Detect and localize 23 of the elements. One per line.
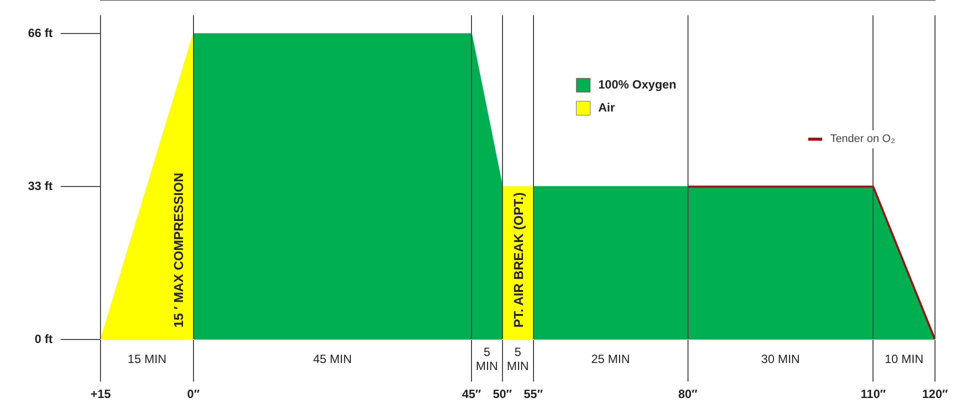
text: 5 MIN [506, 344, 529, 373]
legend-label: Tender on O₂ [830, 133, 896, 146]
x-tick-label: 0″ [187, 387, 200, 402]
x-tick-label: 110″ [860, 387, 886, 402]
text: 25 MIN [591, 352, 630, 366]
annotation: 15 ′ MAX COMPRESSION [170, 172, 186, 328]
legend-label: Air [598, 100, 616, 115]
x-tick-label: 80″ [678, 387, 698, 402]
legend-label: 100% Oxygen [598, 78, 676, 92]
x-tick-label: 45″ [462, 387, 482, 402]
text: 10 MIN [884, 352, 924, 366]
y-tick-label: 66 ft [28, 26, 53, 40]
x-tick-label: 50″ [492, 387, 512, 402]
x-tick-label: 120″ [922, 387, 948, 402]
annotation: PT. AIR BREAK (OPT.) [510, 192, 526, 328]
x-tick-label: 55″ [524, 387, 544, 402]
text: 5 MIN [476, 344, 498, 373]
text: 30 MIN [761, 352, 800, 366]
text: 45 MIN [313, 352, 352, 366]
x-tick-label: +15 [90, 387, 112, 402]
y-tick-label: 33 ft [28, 178, 53, 193]
text: 15 MIN [128, 352, 166, 366]
y-tick-label: 0 ft [34, 332, 53, 346]
